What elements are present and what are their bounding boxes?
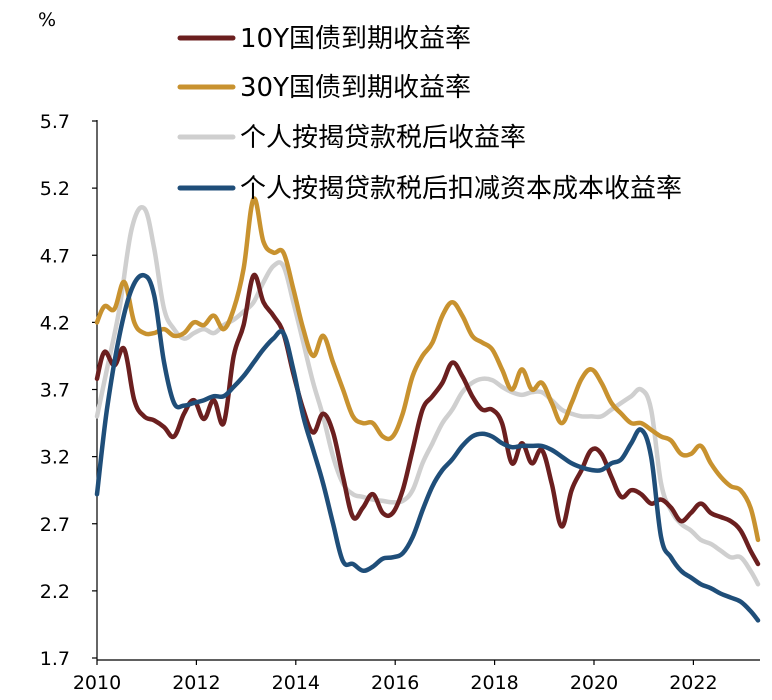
- x-tick-label: 2016: [371, 672, 419, 694]
- y-tick-label: 2.7: [40, 514, 70, 536]
- x-tick-label: 2010: [73, 672, 121, 694]
- y-tick-label: 5.2: [40, 178, 70, 200]
- legend: 10Y国债到期收益率 30Y国债到期收益率个人按揭贷款税后收益率个人按揭贷款税后扣…: [177, 24, 682, 204]
- legend-label-2: 30Y国债到期收益率: [240, 73, 471, 103]
- x-tick-label: 2020: [570, 672, 618, 694]
- legend-label-3: 个人按揭贷款税后收益率: [240, 123, 526, 153]
- series-line-2: [94, 196, 761, 543]
- y-axis-ticks: 1.7 2.2 2.7 3.2 3.7 4.2 4.7 5.2 5.7: [40, 111, 97, 670]
- x-tick-label: 2022: [669, 672, 717, 694]
- series-lines: [94, 196, 761, 623]
- y-tick-label: 2.2: [40, 581, 70, 603]
- y-tick-label: 4.2: [40, 312, 70, 334]
- series-line-4: [94, 272, 761, 623]
- series-line-1: [94, 272, 761, 567]
- x-tick-label: 2012: [172, 672, 220, 694]
- x-axis-ticks: 2010 2012 2014 2016 2018 2020 2022: [73, 660, 718, 694]
- y-tick-label: 5.7: [40, 111, 70, 133]
- x-tick-label: 2018: [470, 672, 518, 694]
- y-tick-label: 4.7: [40, 245, 70, 267]
- series-line-3: [94, 205, 761, 587]
- legend-label-1: 10Y国债到期收益率: [240, 24, 471, 54]
- y-tick-label: 1.7: [40, 648, 70, 670]
- legend-label-4: 个人按揭贷款税后扣减资本成本收益率: [240, 174, 682, 204]
- y-unit-label: %: [38, 9, 56, 31]
- x-tick-label: 2014: [272, 672, 320, 694]
- y-tick-label: 3.2: [40, 447, 70, 469]
- y-tick-label: 3.7: [40, 380, 70, 402]
